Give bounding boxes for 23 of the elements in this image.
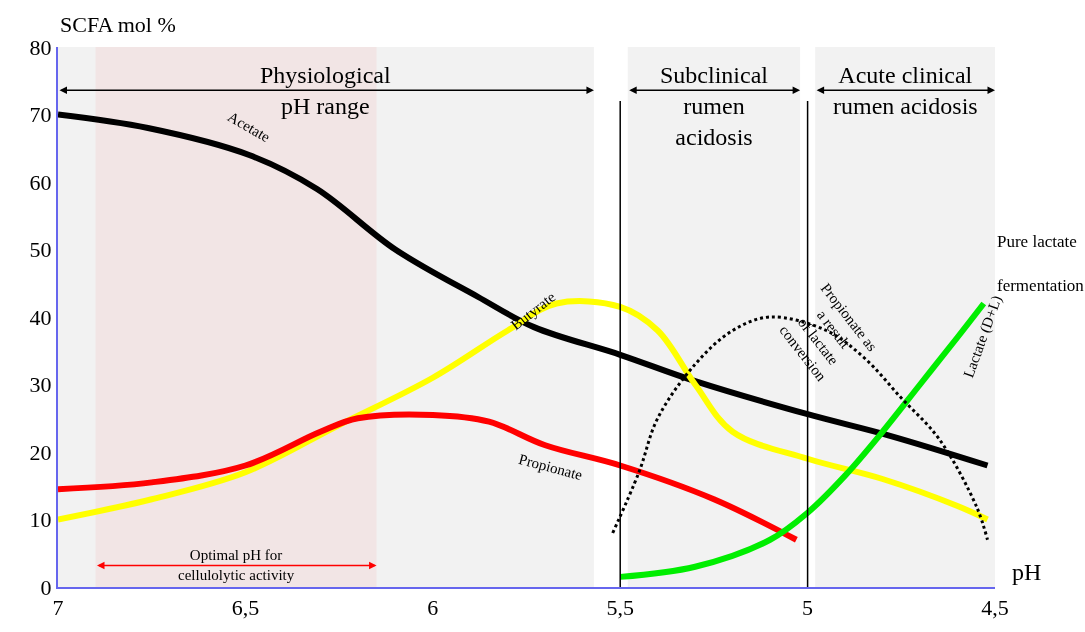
x-tick-label: 5 — [802, 595, 814, 621]
y-tick-label: 10 — [29, 507, 52, 533]
x-tick-label: 4,5 — [981, 595, 1009, 621]
y-tick-label: 20 — [29, 439, 52, 465]
band-label: Physiological pH range — [260, 62, 391, 120]
x-tick-label: 6 — [427, 595, 439, 621]
y-tick-label: 30 — [29, 372, 52, 398]
x-tick-label: 5,5 — [606, 595, 634, 621]
y-tick-label: 0 — [40, 574, 52, 600]
text: Pure lactate fermentation — [997, 232, 1084, 296]
band-label: Subclinical rumen acidosis — [660, 62, 769, 151]
y-axis-title: SCFA mol % — [60, 12, 176, 37]
y-tick-label: 70 — [29, 102, 52, 128]
text: Lactate (D+L) — [960, 293, 1006, 381]
band-label: Acute clinical rumen acidosis — [833, 62, 978, 120]
band-label: Optimal pH for cellulolytic activity — [178, 547, 295, 583]
y-tick-label: 50 — [29, 237, 52, 263]
x-axis-title: pH — [1012, 559, 1042, 585]
y-tick-label: 80 — [29, 34, 52, 60]
y-tick-label: 60 — [29, 169, 52, 195]
x-tick-label: 6,5 — [231, 595, 260, 621]
y-tick-label: 40 — [29, 304, 52, 330]
x-tick-label: 7 — [52, 595, 64, 621]
